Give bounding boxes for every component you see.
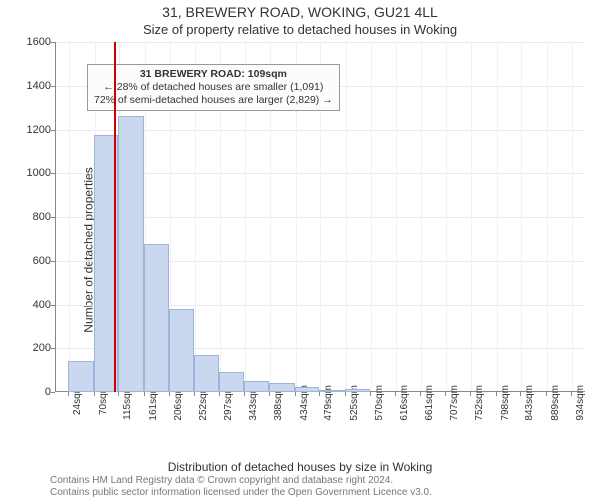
annotation-line-smaller: ← 28% of detached houses are smaller (1,…	[94, 81, 333, 94]
histogram-bar	[244, 381, 269, 392]
xtick-mark	[118, 392, 119, 396]
vgrid-line	[396, 42, 397, 391]
footer-attribution: Contains HM Land Registry data © Crown c…	[50, 475, 590, 498]
marker-annotation: 31 BREWERY ROAD: 109sqm ← 28% of detache…	[87, 64, 340, 111]
histogram-bar	[345, 389, 370, 392]
ytick-mark	[51, 86, 55, 87]
vgrid-line	[346, 42, 347, 391]
ytick-label: 1400	[17, 80, 51, 92]
histogram-bar	[118, 116, 143, 392]
xtick-mark	[219, 392, 220, 396]
ytick-label: 1600	[17, 36, 51, 48]
ytick-label: 1000	[17, 167, 51, 179]
xtick-mark	[169, 392, 170, 396]
xtick-label: 934sqm	[575, 385, 586, 431]
xtick-label: 843sqm	[524, 385, 535, 431]
xtick-mark	[370, 392, 371, 396]
ytick-mark	[51, 130, 55, 131]
ytick-mark	[51, 305, 55, 306]
xtick-label: 616sqm	[399, 385, 410, 431]
ytick-label: 800	[17, 211, 51, 223]
footer-line-2: Contains public sector information licen…	[50, 487, 590, 499]
xtick-mark	[319, 392, 320, 396]
histogram-bar	[144, 244, 169, 392]
ytick-mark	[51, 217, 55, 218]
xtick-mark	[269, 392, 270, 396]
ytick-label: 200	[17, 342, 51, 354]
xtick-mark	[546, 392, 547, 396]
xtick-label: 752sqm	[474, 385, 485, 431]
ytick-mark	[51, 42, 55, 43]
vgrid-line	[421, 42, 422, 391]
annotation-title: 31 BREWERY ROAD: 109sqm	[94, 68, 333, 81]
vgrid-line	[521, 42, 522, 391]
vgrid-line	[572, 42, 573, 391]
chart-container: 31, BREWERY ROAD, WOKING, GU21 4LL Size …	[0, 0, 600, 500]
vgrid-line	[471, 42, 472, 391]
xtick-mark	[420, 392, 421, 396]
ytick-label: 0	[17, 386, 51, 398]
ytick-mark	[51, 261, 55, 262]
vgrid-line	[446, 42, 447, 391]
histogram-bar	[219, 372, 244, 392]
vgrid-line	[547, 42, 548, 391]
histogram-bar	[269, 383, 294, 392]
vgrid-line	[371, 42, 372, 391]
footer-line-1: Contains HM Land Registry data © Crown c…	[50, 475, 590, 487]
x-axis-label: Distribution of detached houses by size …	[0, 460, 600, 474]
ytick-label: 400	[17, 299, 51, 311]
histogram-bar	[319, 390, 344, 392]
xtick-mark	[295, 392, 296, 396]
histogram-bar	[169, 309, 194, 392]
vgrid-line	[497, 42, 498, 391]
xtick-label: 889sqm	[550, 385, 561, 431]
annotation-line-larger: 72% of semi-detached houses are larger (…	[94, 94, 333, 107]
xtick-mark	[470, 392, 471, 396]
ytick-mark	[51, 392, 55, 393]
xtick-label: 798sqm	[500, 385, 511, 431]
xtick-mark	[520, 392, 521, 396]
xtick-mark	[395, 392, 396, 396]
xtick-mark	[345, 392, 346, 396]
xtick-label: 707sqm	[449, 385, 460, 431]
xtick-mark	[144, 392, 145, 396]
ytick-label: 600	[17, 255, 51, 267]
ytick-mark	[51, 348, 55, 349]
ytick-label: 1200	[17, 124, 51, 136]
ytick-mark	[51, 173, 55, 174]
plot-area: 31 BREWERY ROAD: 109sqm ← 28% of detache…	[55, 42, 585, 392]
xtick-mark	[445, 392, 446, 396]
page-title: 31, BREWERY ROAD, WOKING, GU21 4LL	[0, 0, 600, 20]
xtick-mark	[496, 392, 497, 396]
xtick-label: 661sqm	[424, 385, 435, 431]
xtick-mark	[244, 392, 245, 396]
marker-line	[114, 42, 116, 392]
page-subtitle: Size of property relative to detached ho…	[0, 20, 600, 37]
histogram-bar	[295, 387, 320, 392]
histogram-bar	[68, 361, 93, 392]
xtick-label: 570sqm	[374, 385, 385, 431]
xtick-mark	[571, 392, 572, 396]
histogram-bar	[194, 355, 219, 392]
xtick-mark	[94, 392, 95, 396]
vgrid-line	[69, 42, 70, 391]
xtick-mark	[68, 392, 69, 396]
xtick-mark	[194, 392, 195, 396]
